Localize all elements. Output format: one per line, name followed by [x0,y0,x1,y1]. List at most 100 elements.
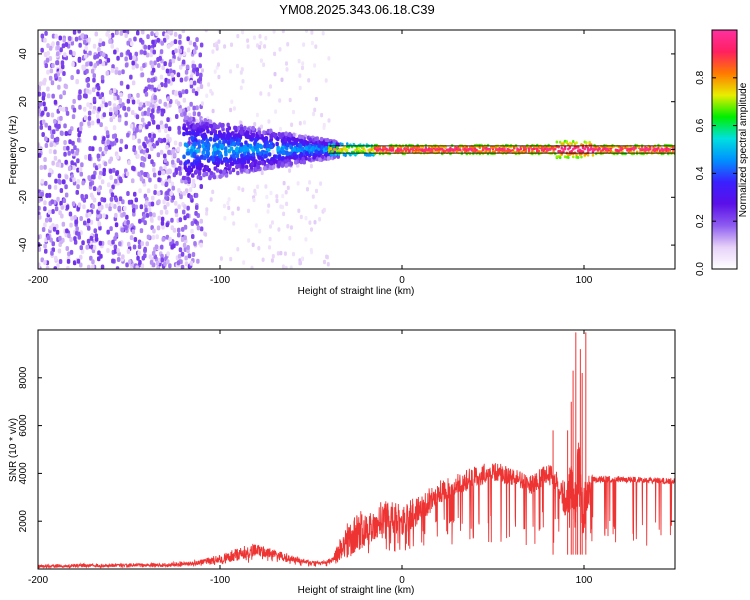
spectrogram-cell [298,143,302,148]
spectrogram-cell [575,141,578,145]
spectrogram-cell [87,110,92,116]
spectrogram-cell [128,259,132,265]
spectrogram-cell [258,45,262,50]
spectrogram-cell [45,57,50,63]
spectrogram-cell [391,148,395,152]
spectrogram-cell [319,181,323,186]
spectrogram-cell [143,171,147,177]
spectrogram-cell [152,228,156,234]
spectrogram-cell [186,36,190,42]
spectrogram-cell [326,262,330,267]
spectrogram-cell [152,212,156,218]
spectrogram-cell [148,132,152,138]
spectrogram-cell [113,248,118,254]
spectrogram-cell [269,134,273,140]
spectrogram-cell [88,50,92,56]
spectrogram-cell [166,78,171,84]
spectrogram-cell [300,135,305,140]
spectrogram-cell [99,122,103,128]
spectrogram-cell [287,132,292,138]
spectrogram-cell [80,249,85,254]
spectrogram-cell [145,200,149,206]
spectrogram-cell [162,37,167,43]
spectrogram-cell [119,138,124,144]
spectrogram-cell [313,63,317,68]
spectrogram-cell [138,102,143,108]
spectrogram-cell [113,244,118,250]
spectrogram-cell [77,95,82,101]
spectrogram-cell [100,103,104,109]
spectrogram-cell [193,241,197,246]
spectrogram-cell [126,219,130,225]
spectrogram-cell [191,88,196,94]
spectrogram-cell [96,85,101,91]
spectrogram-cell [173,39,178,45]
spectrogram-cell [54,255,58,261]
spectrogram-cell [74,36,79,42]
spectrogram-cell [197,111,201,117]
x-tick-label: -200 [28,575,48,586]
spectrogram-cell [135,114,140,120]
spectrogram-cell [299,214,303,220]
spectrogram-cell [218,169,223,174]
spectrogram-cell [174,212,179,218]
spectrogram-cell [300,146,305,152]
spectrogram-cell [127,93,132,99]
spectrogram-cell [279,126,282,132]
spectrogram-cell [258,229,262,234]
spectrogram-cell [161,224,165,230]
spectrogram-cell [254,159,258,164]
spectrogram-cell [75,150,79,156]
spectrogram-cell [124,112,128,118]
spectrogram-cell [139,204,144,210]
spectrogram-cell [239,120,243,126]
spectrogram-cell [289,161,294,166]
spectrogram-cell [223,44,227,49]
spectrogram-cell [102,197,107,203]
spectrogram-cell [159,209,164,215]
spectrogram-cell [159,166,163,172]
spectrogram-cell [110,68,115,73]
spectrogram-cell [190,162,194,167]
spectrogram-cell [79,121,83,127]
spectrogram-cell [151,104,156,110]
spectrogram-cell [84,154,88,160]
spectrogram-cell [576,156,580,159]
spectrogram-cell [61,106,66,112]
spectrogram-cell [190,135,194,141]
spectrogram-cell [250,161,255,167]
spectrogram-cell [269,128,273,133]
spectrogram-cell [186,151,191,156]
spectrogram-cell [280,77,284,82]
spectrogram-cell [169,190,173,196]
spectrogram-cell [69,237,73,242]
spectrogram-cell [256,142,260,148]
spectrogram-cell [181,175,186,181]
spectrogram-cell [131,80,136,86]
spectrogram-cell [163,165,167,171]
spectrogram-cell [54,122,58,128]
spectrogram-cell [57,84,61,90]
spectrogram-cell [116,257,121,262]
spectrogram-cell [139,176,144,182]
spectrogram-cell [297,58,301,64]
spectrogram-cell [149,216,154,222]
spectrogram-cell [277,227,281,232]
spectrogram-cell [182,242,187,248]
spectrogram-cell [235,164,239,170]
spectrogram-cell [144,152,149,158]
spectrogram-cell [62,71,66,76]
spectrogram-cell [160,82,164,88]
spectrogram-cell [98,42,102,47]
spectrogram-cell [195,67,199,73]
spectrogram-cell [131,110,135,115]
spectrogram-cell [121,254,125,260]
spectrogram-cell [105,130,110,136]
spectrogram-cell [192,105,196,111]
spectrogram-cell [252,155,256,161]
spectrogram-cell [221,133,226,138]
spectrogram-cell [268,245,271,250]
spectrogram-cell [172,54,176,60]
spectrogram-cell [303,120,306,125]
spectrogram-cell [89,219,94,225]
